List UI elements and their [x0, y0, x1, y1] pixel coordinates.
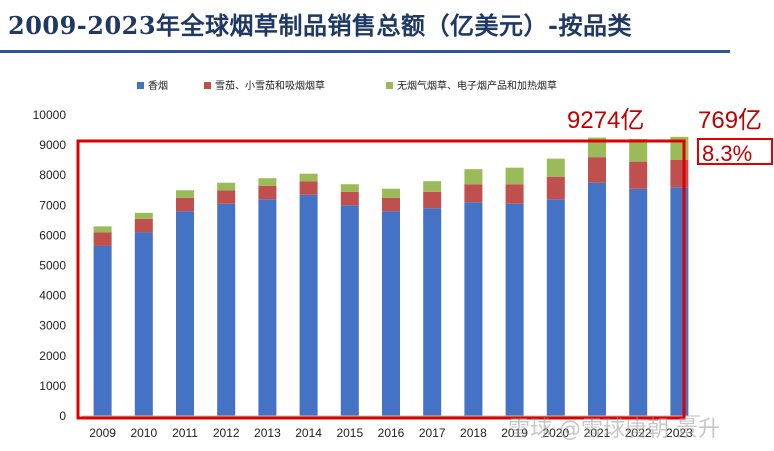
x-tick-label: 2009	[89, 426, 116, 440]
bar-segment-novel-products	[464, 169, 483, 185]
y-tick-label: 8000	[39, 168, 66, 182]
y-tick-label: 1000	[39, 379, 66, 393]
y-tick-label: 10000	[33, 108, 67, 122]
bar-segment-cigars	[629, 161, 648, 189]
x-tick-label: 2022	[625, 426, 652, 440]
bar-segment-cigars	[423, 191, 442, 209]
bar-segment-cigarettes	[93, 245, 112, 416]
bar-segment-cigars	[588, 157, 606, 183]
bar-segment-cigarettes	[464, 202, 483, 416]
x-tick-label: 2014	[295, 426, 322, 440]
bar-segment-novel-products	[258, 178, 277, 186]
bar-segment-cigarettes	[505, 203, 524, 416]
bar-segment-cigarettes	[217, 203, 236, 416]
x-tick-label: 2020	[542, 426, 569, 440]
bar-segment-novel-products	[340, 184, 359, 192]
x-tick-label: 2015	[336, 426, 363, 440]
y-tick-label: 7000	[39, 198, 66, 212]
bar-segment-cigarettes	[134, 232, 153, 416]
bar-segment-cigarettes	[588, 182, 606, 416]
y-axis: 0 1000 2000 3000 4000 5000 6000 7000 8000 9000 100…	[33, 108, 67, 423]
legend-label: 雪茄、小雪茄和吸烟烟草	[215, 79, 325, 92]
bar-segment-novel-products	[423, 181, 442, 192]
bar-segment-novel-products	[217, 182, 236, 191]
x-tick-label: 2019	[501, 426, 528, 440]
legend-swatch	[204, 82, 211, 89]
bar-segment-cigarettes	[629, 188, 648, 416]
bar-segment-cigarettes	[670, 187, 689, 416]
chart-legend: 香烟 雪茄、小雪茄和吸烟烟草 无烟气烟草、电子烟产品和加热烟草	[137, 79, 557, 92]
highlight-box-share	[697, 138, 773, 165]
bar-series-group	[93, 136, 689, 416]
bar-segment-cigars	[299, 181, 318, 195]
bar-segment-cigars	[176, 197, 194, 212]
bar-segment-cigars	[340, 191, 359, 206]
bar-segment-cigarettes	[299, 194, 318, 416]
highlight-box-main	[76, 139, 686, 420]
watermark: 雪球 @雪球唐朝 景升	[508, 417, 720, 442]
novel-value-callout: 769亿	[698, 107, 762, 134]
x-tick-label: 2012	[213, 426, 240, 440]
bar-segment-cigars	[134, 218, 153, 233]
bar-segment-novel-products	[629, 139, 648, 162]
bar-segment-cigars	[546, 176, 565, 200]
bar-segment-cigars	[258, 185, 277, 200]
bar-segment-cigarettes	[546, 199, 565, 416]
title-divider	[0, 50, 730, 53]
y-tick-label: 3000	[39, 319, 66, 333]
bar-segment-cigarettes	[340, 205, 359, 416]
legend-label: 无烟气烟草、电子烟产品和加热烟草	[397, 79, 557, 92]
x-tick-label: 2010	[130, 426, 157, 440]
x-tick-label: 2023	[666, 426, 693, 440]
x-tick-label: 2016	[378, 426, 405, 440]
legend-swatch	[386, 82, 393, 89]
bar-segment-novel-products	[505, 167, 524, 185]
bar-segment-cigarettes	[382, 211, 400, 416]
bar-segment-cigarettes	[176, 211, 194, 416]
y-tick-label: 5000	[39, 259, 66, 273]
bar-segment-cigars	[217, 190, 236, 204]
bar-segment-novel-products	[176, 190, 194, 198]
y-tick-label: 0	[59, 409, 66, 423]
y-tick-label: 4000	[39, 289, 66, 303]
x-tick-label: 2013	[254, 426, 281, 440]
bar-segment-novel-products	[382, 188, 400, 198]
y-tick-label: 9000	[39, 138, 66, 152]
total-callout: 9274亿	[567, 107, 644, 134]
bar-segment-cigars	[382, 197, 400, 212]
bar-segment-cigars	[670, 159, 689, 188]
bar-segment-novel-products	[93, 226, 112, 233]
bar-segment-cigarettes	[423, 208, 442, 416]
y-tick-label: 6000	[39, 228, 66, 242]
x-axis: 2009 2010 2011 2012 2013 2014 2015 2016 2017 2018…	[82, 415, 700, 440]
x-tick-label: 2017	[419, 426, 446, 440]
bar-segment-novel-products	[299, 173, 318, 182]
bar-segment-novel-products	[546, 158, 565, 177]
legend-swatch	[137, 82, 144, 89]
bar-segment-cigars	[505, 184, 524, 204]
page-title: 2009-2023年全球烟草制品销售总额（亿美元）-按品类	[8, 11, 633, 40]
x-tick-label: 2021	[584, 426, 611, 440]
novel-share-callout: 8.3%	[702, 141, 752, 166]
x-tick-label: 2011	[172, 426, 198, 440]
annotations: 9274亿 769亿 8.3% 雪球 @雪球唐朝 景升	[76, 107, 773, 442]
x-tick-label: 2018	[460, 426, 487, 440]
y-tick-label: 2000	[39, 349, 66, 363]
bar-segment-cigars	[93, 232, 112, 246]
legend-label: 香烟	[148, 79, 168, 92]
bar-segment-cigars	[464, 184, 483, 203]
bar-segment-cigarettes	[258, 199, 277, 416]
bar-segment-novel-products	[134, 212, 153, 219]
